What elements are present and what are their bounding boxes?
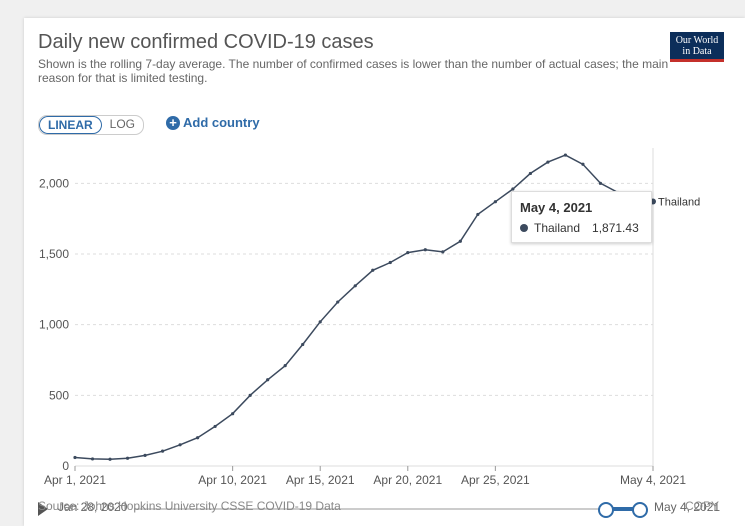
line-chart: 0 500 1,000 1,500 2,000 Apr 1, 2021 Apr 10, 20… <box>39 148 700 487</box>
axis-layer: 0 500 1,000 1,500 2,000 Apr 1, 2021 Apr 10, 20… <box>39 176 686 487</box>
chart-subtitle: Shown is the rolling 7-day average. The … <box>38 57 669 85</box>
timeline-start-label: Jan 28, 2020 <box>58 500 128 514</box>
timeline: Jan 28, 2020 May 4, 2021 <box>24 498 745 522</box>
data-point <box>423 248 427 252</box>
tooltip-date: May 4, 2021 <box>520 200 593 215</box>
data-point <box>388 260 392 265</box>
series-line-thailand <box>74 154 654 460</box>
x-tick-label: Apr 10, 2021 <box>198 473 267 487</box>
x-tick-label: Apr 20, 2021 <box>373 473 442 487</box>
chart-card: Daily new confirmed COVID-19 cases Shown… <box>24 18 745 526</box>
data-point <box>231 412 235 416</box>
add-country-label: Add country <box>183 115 260 130</box>
data-point <box>598 181 603 185</box>
logo-line-1: Our World <box>675 35 719 46</box>
data-point <box>125 456 130 460</box>
y-tick-label: 500 <box>49 388 69 402</box>
data-point <box>336 300 340 304</box>
log-scale-button[interactable]: LOG <box>109 117 136 131</box>
play-icon[interactable] <box>38 502 48 516</box>
data-point <box>283 364 287 368</box>
data-point <box>178 443 182 447</box>
data-point <box>196 436 200 440</box>
data-point <box>143 453 147 457</box>
data-point <box>108 457 112 461</box>
data-point <box>546 160 550 164</box>
timeline-selection <box>604 507 638 511</box>
data-point <box>248 393 252 397</box>
series-dot-icon <box>520 224 528 232</box>
data-point <box>301 342 305 347</box>
data-point <box>73 455 77 460</box>
y-tick-label: 1,500 <box>39 247 69 261</box>
owid-logo[interactable]: Our World in Data <box>670 32 724 62</box>
timeline-end-label: May 4, 2021 <box>654 500 721 514</box>
data-point <box>213 424 217 429</box>
timeline-end-handle[interactable] <box>632 502 648 518</box>
data-point <box>511 187 515 191</box>
tooltip-row: Thailand 1,871.43 <box>520 221 639 235</box>
data-point <box>371 268 375 272</box>
tooltip: May 4, 2021 Thailand 1,871.43 <box>511 191 652 243</box>
grid-layer <box>75 148 654 467</box>
x-tick-label: Apr 25, 2021 <box>461 473 530 487</box>
data-point <box>458 239 462 243</box>
data-point <box>90 457 95 461</box>
y-tick-label: 2,000 <box>39 176 69 190</box>
data-point <box>563 153 568 157</box>
data-point <box>353 284 357 288</box>
series-end-label: Thailand <box>658 197 700 209</box>
copy-button[interactable]: COPY <box>685 499 720 513</box>
data-point <box>441 250 445 254</box>
tooltip-country: Thailand <box>534 221 581 235</box>
add-country-button[interactable]: + Add country <box>166 115 260 130</box>
tooltip-value: 1,871.43 <box>592 221 639 235</box>
data-point <box>493 200 497 204</box>
scale-toggle: LINEAR LOG <box>38 115 145 135</box>
source-note[interactable]: Source: Johns Hopkins University CSSE CO… <box>38 499 341 513</box>
x-tick-label: Apr 1, 2021 <box>44 473 106 487</box>
x-tick-label: Apr 15, 2021 <box>286 473 355 487</box>
data-point <box>476 212 480 217</box>
y-tick-label: 0 <box>62 459 69 473</box>
chart-title: Daily new confirmed COVID-19 cases <box>38 31 374 53</box>
y-tick-label: 1,000 <box>39 318 69 332</box>
data-point <box>406 250 410 255</box>
logo-line-2: in Data <box>682 46 712 57</box>
data-point <box>318 320 322 324</box>
data-point <box>528 171 532 176</box>
x-tick-label: May 4, 2021 <box>620 473 686 487</box>
linear-scale-button[interactable]: LINEAR <box>39 116 102 134</box>
timeline-start-handle[interactable] <box>598 502 614 518</box>
timeline-track[interactable] <box>134 508 638 510</box>
data-point <box>581 162 585 166</box>
data-point <box>160 449 165 453</box>
plus-icon: + <box>166 115 180 130</box>
data-point <box>266 378 270 382</box>
